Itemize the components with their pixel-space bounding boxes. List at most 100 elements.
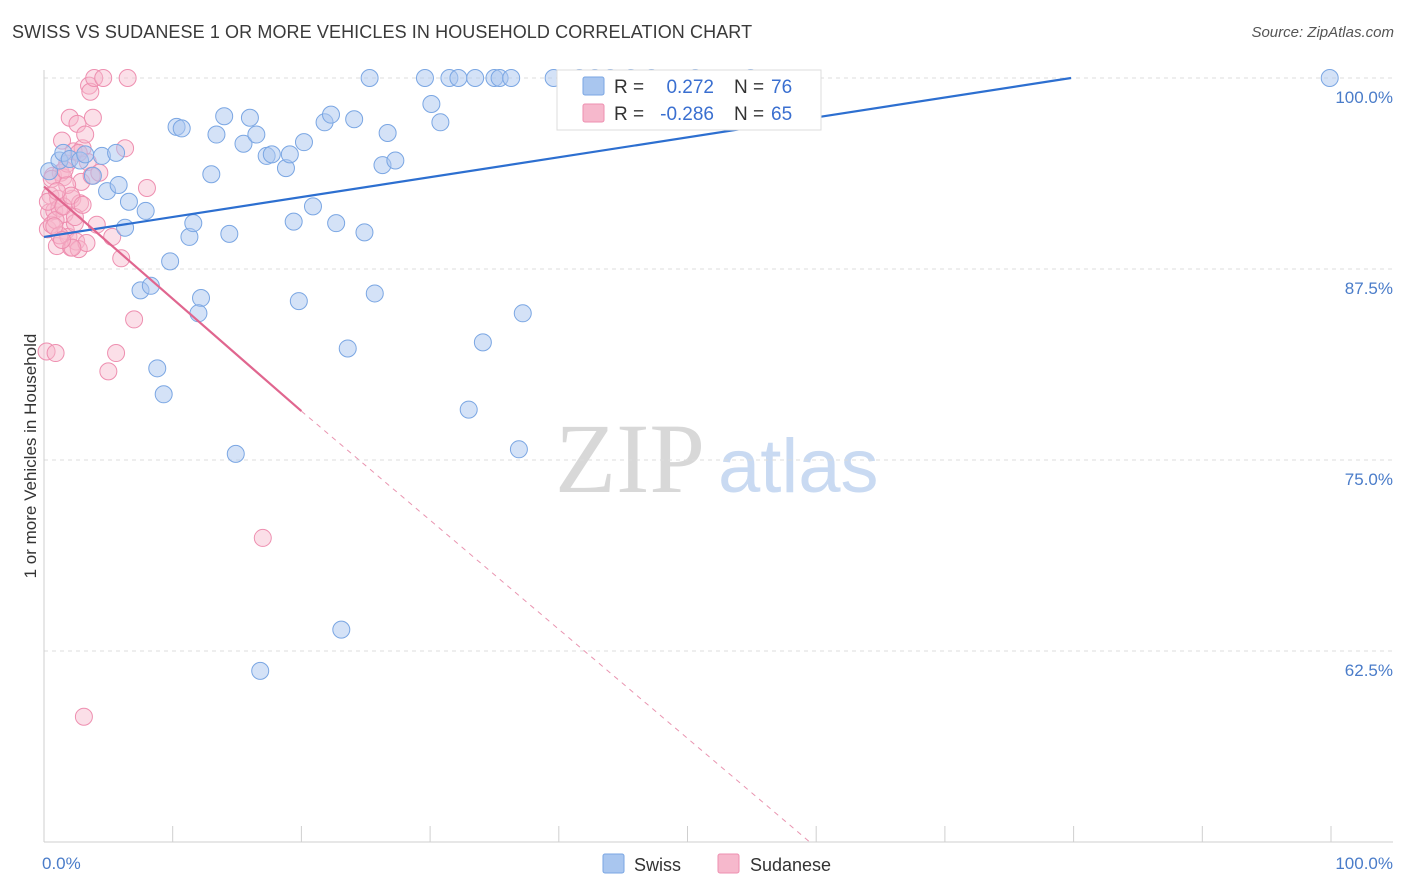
- swiss-series-swatch: [602, 853, 625, 874]
- swiss-point: [365, 284, 384, 303]
- swiss-point: [509, 440, 528, 459]
- sudanese-point: [125, 310, 144, 329]
- sudanese-r-value: -0.286: [660, 104, 714, 125]
- swiss-point: [355, 223, 374, 242]
- sudanese-point: [107, 344, 126, 363]
- sudanese-point: [46, 211, 65, 230]
- stats-legend: R = 0.272 N = 76 R = -0.286 N = 65: [556, 69, 822, 131]
- swiss-point: [345, 110, 364, 129]
- swiss-point: [431, 113, 450, 132]
- sudanese-point: [77, 234, 96, 253]
- swiss-point: [226, 444, 245, 463]
- swiss-point: [422, 94, 441, 113]
- swiss-point: [220, 224, 239, 243]
- swiss-point: [251, 661, 270, 680]
- source-label: Source: ZipAtlas.com: [1251, 24, 1394, 41]
- swiss-point: [247, 125, 266, 144]
- swiss-point: [449, 69, 468, 87]
- swiss-point: [83, 166, 102, 185]
- sudanese-trend-line: [43, 185, 303, 412]
- swiss-point: [161, 252, 180, 271]
- swiss-point: [1320, 69, 1339, 87]
- swiss-point: [184, 214, 203, 233]
- y-tick-labels: 62.5% 75.0% 87.5% 100.0%: [1335, 88, 1393, 680]
- swiss-point: [360, 69, 379, 87]
- sudanese-point: [74, 707, 93, 726]
- swiss-point: [215, 107, 234, 126]
- sudanese-series-label: Sudanese: [750, 855, 831, 875]
- swiss-n-label: N =: [734, 77, 764, 98]
- swiss-point: [378, 124, 397, 143]
- swiss-n-value: 76: [771, 77, 792, 98]
- sudanese-point: [45, 201, 64, 220]
- sudanese-point: [63, 238, 82, 257]
- y-tick-label: 87.5%: [1345, 279, 1393, 298]
- sudanese-point: [99, 362, 118, 381]
- swiss-point: [386, 151, 405, 170]
- swiss-point: [207, 125, 226, 144]
- swiss-point: [289, 292, 308, 311]
- swiss-point: [107, 143, 126, 162]
- swiss-point: [502, 69, 521, 87]
- swiss-point: [136, 201, 155, 220]
- swiss-point: [234, 134, 253, 153]
- swiss-point: [109, 175, 128, 194]
- axes: [43, 70, 1393, 843]
- swiss-point: [466, 69, 485, 87]
- swiss-point: [119, 192, 138, 211]
- sudanese-point: [76, 125, 95, 144]
- swiss-point: [192, 289, 211, 308]
- watermark-atlas: atlas: [718, 424, 879, 509]
- sudanese-n-value: 65: [771, 104, 792, 125]
- swiss-point: [262, 145, 281, 164]
- swiss-point: [459, 400, 478, 419]
- swiss-point: [148, 359, 167, 378]
- x-tick-label-max: 100.0%: [1335, 854, 1393, 873]
- y-tick-label: 100.0%: [1335, 88, 1393, 107]
- sudanese-point: [58, 175, 77, 194]
- x-tick-labels: 0.0% 100.0%: [42, 854, 1393, 873]
- sudanese-legend-swatch: [582, 103, 605, 123]
- swiss-point: [189, 304, 208, 323]
- swiss-point: [303, 197, 322, 216]
- swiss-point: [284, 212, 303, 231]
- swiss-point: [322, 105, 341, 124]
- sudanese-point: [37, 342, 56, 361]
- sudanese-n-label: N =: [734, 104, 764, 125]
- x-ticks: [43, 826, 1332, 842]
- sudanese-points: [37, 69, 272, 726]
- swiss-point: [473, 333, 492, 352]
- swiss-point: [116, 218, 135, 237]
- swiss-r-value: 0.272: [666, 77, 714, 98]
- sudanese-point: [83, 108, 102, 127]
- swiss-legend-swatch: [582, 76, 605, 96]
- sudanese-point: [137, 179, 156, 198]
- swiss-point: [327, 214, 346, 233]
- sudanese-trend-extension: [301, 410, 811, 843]
- swiss-point: [76, 145, 95, 164]
- y-tick-label: 62.5%: [1345, 661, 1393, 680]
- swiss-point: [338, 339, 357, 358]
- sudanese-point: [118, 69, 137, 87]
- sudanese-point: [81, 82, 100, 101]
- y-axis-title: 1 or more Vehicles in Household: [21, 334, 40, 579]
- sudanese-point: [46, 344, 65, 363]
- swiss-point: [294, 133, 313, 152]
- swiss-point: [154, 385, 173, 404]
- sudanese-point: [112, 249, 131, 268]
- swiss-point: [280, 145, 299, 164]
- swiss-point: [513, 304, 532, 323]
- trend-lines: [43, 76, 1072, 843]
- sudanese-point: [85, 69, 104, 87]
- swiss-series-label: Swiss: [634, 855, 681, 875]
- swiss-point: [172, 119, 191, 138]
- sudanese-point: [94, 69, 113, 87]
- x-tick-label-min: 0.0%: [42, 854, 81, 873]
- swiss-points: [40, 69, 1339, 680]
- swiss-trend-line: [43, 76, 1072, 238]
- chart-title: SWISS VS SUDANESE 1 OR MORE VEHICLES IN …: [12, 22, 753, 42]
- swiss-point: [202, 165, 221, 184]
- sudanese-series-swatch: [717, 853, 740, 874]
- swiss-point: [240, 108, 259, 127]
